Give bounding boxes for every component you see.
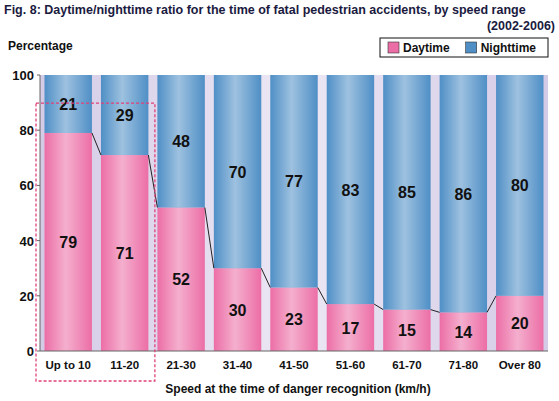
connector-line — [431, 310, 440, 313]
data-label: 21 — [59, 96, 77, 113]
subtitle: (2002-2006) — [487, 19, 555, 33]
bars — [45, 75, 544, 351]
bar — [157, 75, 204, 207]
y-axis-label: Percentage — [8, 39, 73, 53]
data-label: 20 — [511, 315, 529, 332]
connector-line — [92, 133, 101, 155]
bar — [327, 75, 374, 304]
bar-shine — [157, 75, 204, 207]
bar-shine — [101, 75, 148, 155]
bar — [101, 75, 148, 155]
bar-shine — [327, 75, 374, 304]
y-tick-label: 40 — [20, 234, 34, 249]
bar-shine — [270, 288, 317, 351]
data-label: 52 — [172, 271, 190, 288]
data-label: 15 — [398, 322, 416, 339]
bar — [496, 296, 543, 351]
bar-shine — [45, 75, 92, 133]
bar-shine — [496, 75, 543, 296]
data-label: 29 — [116, 107, 134, 124]
legend: Daytime Nighttime — [380, 38, 548, 57]
connector-line — [374, 304, 383, 310]
bar — [440, 75, 487, 312]
bar-shine — [214, 75, 261, 268]
data-label: 23 — [285, 311, 303, 328]
y-tick-label: 20 — [20, 289, 34, 304]
bar-shine — [45, 133, 92, 351]
plot-background — [40, 75, 548, 351]
bar-shine — [157, 207, 204, 351]
data-label: 85 — [398, 184, 416, 201]
x-axis-label: Speed at the time of danger recognition … — [165, 382, 430, 396]
bar — [45, 133, 92, 351]
data-label: 70 — [229, 164, 247, 181]
bar — [270, 75, 317, 288]
connector-line — [148, 155, 157, 207]
data-label: 83 — [342, 182, 360, 199]
legend-swatch — [388, 42, 399, 53]
bar — [327, 304, 374, 351]
legend-box — [380, 38, 548, 57]
bar — [440, 312, 487, 351]
bar — [383, 75, 430, 310]
x-tick-label: 61-70 — [392, 359, 421, 371]
data-label: 77 — [285, 173, 303, 190]
legend-swatch — [466, 42, 477, 53]
data-label: 79 — [59, 234, 77, 251]
bar — [383, 310, 430, 351]
bar — [214, 268, 261, 351]
x-tick-label: 11-20 — [110, 359, 139, 371]
data-label: 86 — [454, 186, 472, 203]
connector-line — [205, 207, 214, 268]
connector-line — [487, 296, 496, 313]
bar — [157, 207, 204, 351]
x-tick-label: 71-80 — [449, 359, 478, 371]
bar-shine — [383, 310, 430, 351]
data-label: 48 — [172, 133, 190, 150]
y-tick-label: 100 — [12, 68, 34, 83]
bar — [270, 288, 317, 351]
connector-line — [261, 268, 270, 287]
y-axis — [40, 75, 41, 351]
bar — [214, 75, 261, 268]
y-tick-label: 80 — [20, 123, 34, 138]
bar-shine — [496, 296, 543, 351]
bar-shine — [214, 268, 261, 351]
data-label: 80 — [511, 177, 529, 194]
y-tick-label: 60 — [20, 178, 34, 193]
bar-shine — [383, 75, 430, 310]
bar-shine — [440, 75, 487, 312]
data-label: 14 — [454, 324, 472, 341]
highlight-box — [36, 103, 155, 381]
y-tick-label: 0 — [27, 344, 34, 359]
title: Fig. 8: Daytime/nighttime ratio for the … — [4, 3, 526, 17]
x-tick-label: 21-30 — [166, 359, 195, 371]
x-tick-label: 31-40 — [223, 359, 252, 371]
bar-shine — [440, 312, 487, 351]
legend-label: Daytime — [403, 41, 450, 55]
bar — [101, 155, 148, 351]
data-label: 71 — [116, 245, 134, 262]
x-tick-label: 51-60 — [336, 359, 365, 371]
x-axis — [40, 351, 548, 352]
bar-shine — [101, 155, 148, 351]
bar-shine — [327, 304, 374, 351]
bar — [45, 75, 92, 133]
x-tick-label: Over 80 — [499, 359, 541, 371]
bar-shine — [270, 75, 317, 288]
connector-line — [318, 288, 327, 305]
data-label: 17 — [342, 320, 360, 337]
bar — [496, 75, 543, 296]
data-label: 30 — [229, 302, 247, 319]
legend-label: Nighttime — [481, 41, 537, 55]
x-tick-label: Up to 10 — [46, 359, 91, 371]
x-tick-label: 41-50 — [279, 359, 308, 371]
